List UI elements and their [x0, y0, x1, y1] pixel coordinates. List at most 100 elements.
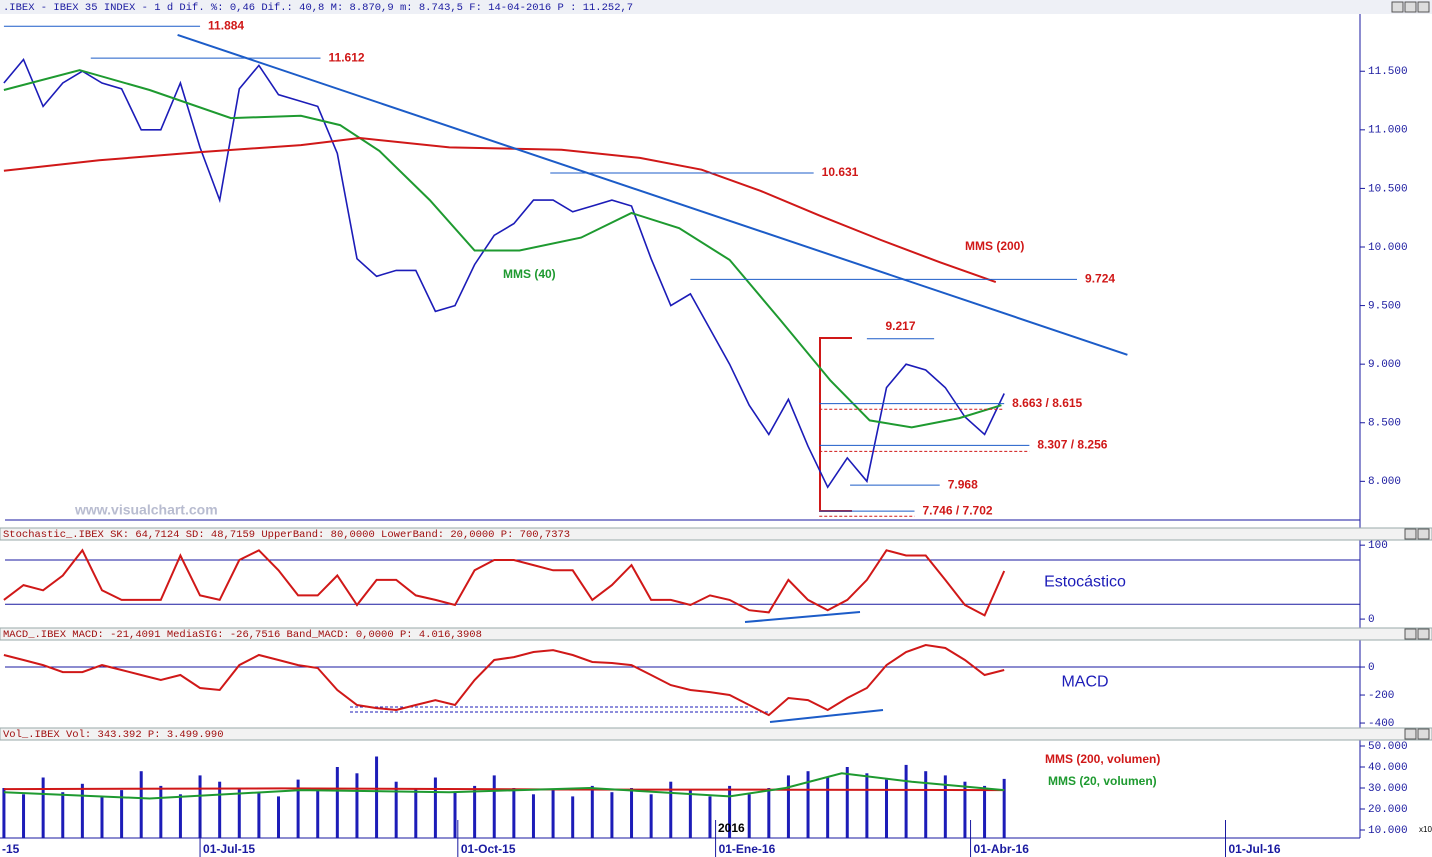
volume-bar: [394, 781, 398, 838]
volume-bar: [610, 792, 614, 838]
level-label: 9.217: [885, 319, 915, 333]
panel-header-bar: [0, 727, 1432, 741]
volume-bar: [786, 775, 790, 838]
volume-bar: [983, 785, 987, 838]
unit-label: x10: [1419, 825, 1432, 834]
volume-bar: [453, 792, 457, 838]
volume-bar: [904, 764, 908, 838]
y-tick-label: 8.500: [1368, 418, 1401, 430]
panel-label: MACD: [1061, 674, 1108, 691]
volume-bar: [80, 783, 84, 838]
x-tick-label: 01-Jul-16: [1229, 842, 1281, 856]
y-tick-label: 40.000: [1368, 762, 1408, 774]
y-tick-label: -200: [1368, 690, 1394, 702]
watermark: www.visualchart.com: [74, 502, 218, 518]
y-tick-label: 11.500: [1368, 66, 1408, 78]
level-label: 8.663 / 8.615: [1012, 396, 1082, 410]
y-tick-label: 9.500: [1368, 300, 1401, 312]
volume-bar: [414, 788, 418, 838]
series-line: [3, 69, 1002, 429]
volume-bar: [630, 788, 634, 838]
level-label: 11.612: [329, 50, 365, 64]
level-label: 9.724: [1085, 272, 1115, 286]
volume-bar: [218, 781, 222, 838]
volume-bar: [806, 771, 810, 838]
level-label: 7.746 / 7.702: [923, 503, 993, 517]
y-tick-label: 10.500: [1368, 183, 1408, 195]
x-tick-label: 01-Ene-16: [719, 842, 776, 856]
volume-bar: [22, 794, 26, 838]
volume-bar: [571, 796, 575, 838]
volume-bar: [551, 790, 555, 838]
volume-bar: [178, 794, 182, 838]
x-tick-label: -15: [2, 842, 20, 856]
y-tick-label: 30.000: [1368, 783, 1408, 795]
y-tick-label: 9.000: [1368, 359, 1401, 371]
volume-bar: [728, 785, 732, 838]
volume-bar: [826, 777, 830, 838]
window-buttons[interactable]: [1391, 1, 1430, 13]
bracket: [819, 337, 852, 512]
button[interactable]: [1404, 628, 1417, 640]
button[interactable]: [1404, 728, 1417, 740]
volume-bar: [316, 790, 320, 838]
volume-bar: [590, 785, 594, 838]
volume-bar: [296, 779, 300, 838]
volume-bar: [649, 794, 653, 838]
series-label: MMS (20, volumen): [1048, 774, 1157, 788]
volume-bar: [257, 792, 261, 838]
level-label: 7.968: [948, 477, 978, 491]
volume-bar: [433, 777, 437, 838]
volume-bar: [492, 775, 496, 838]
y-tick-label: 10.000: [1368, 242, 1408, 254]
button[interactable]: [1417, 528, 1430, 540]
series-line: [3, 643, 1005, 717]
volume-bar: [865, 773, 869, 838]
volume-bar: [924, 771, 928, 838]
panel-header-bar: [0, 627, 1432, 641]
volume-bar: [884, 779, 888, 838]
series-line: [3, 772, 1005, 800]
button[interactable]: [1417, 628, 1430, 640]
panel-label: Estocástico: [1044, 574, 1126, 591]
volume-bar: [2, 788, 6, 838]
volume-bar: [943, 775, 947, 838]
volume-bar: [335, 767, 339, 838]
volume-bar: [473, 785, 477, 838]
trend-line: [177, 33, 1128, 356]
y-tick-label: 8.000: [1368, 476, 1401, 488]
panel-header-bar: [0, 527, 1432, 541]
volume-bar: [159, 785, 163, 838]
title-bar: [0, 0, 1432, 14]
price-line: [3, 57, 1005, 489]
divergence-line: [769, 709, 884, 723]
volume-bar: [1002, 778, 1006, 838]
series-line: [3, 136, 997, 284]
volume-bar: [100, 796, 104, 838]
button[interactable]: [1404, 1, 1417, 13]
level-label: 10.631: [822, 165, 859, 179]
series-label: MMS (200): [965, 239, 1024, 253]
volume-bar: [531, 794, 535, 838]
volume-bar: [139, 771, 143, 838]
series-line: [3, 548, 1006, 617]
panel-header: MACD_.IBEX MACD: -21,4091 MediaSIG: -26,…: [3, 629, 482, 641]
volume-bar: [669, 781, 673, 838]
panel-header: Stochastic_.IBEX SK: 64,7124 SD: 48,7159…: [3, 529, 570, 541]
button[interactable]: [1404, 528, 1417, 540]
volume-bar: [767, 788, 771, 838]
volume-bar: [120, 790, 124, 838]
level-label: 11.884: [208, 18, 244, 32]
y-tick-label: 20.000: [1368, 804, 1408, 816]
series-label: MMS (200, volumen): [1045, 752, 1160, 766]
volume-bar: [747, 794, 751, 838]
x-tick-label: 01-Jul-15: [203, 842, 255, 856]
button[interactable]: [1417, 1, 1430, 13]
annotation: 2016: [718, 821, 745, 835]
button[interactable]: [1417, 728, 1430, 740]
volume-bar: [375, 756, 379, 838]
volume-bar: [41, 777, 45, 838]
volume-bar: [688, 790, 692, 838]
button[interactable]: [1391, 1, 1404, 13]
volume-bar: [277, 796, 281, 838]
